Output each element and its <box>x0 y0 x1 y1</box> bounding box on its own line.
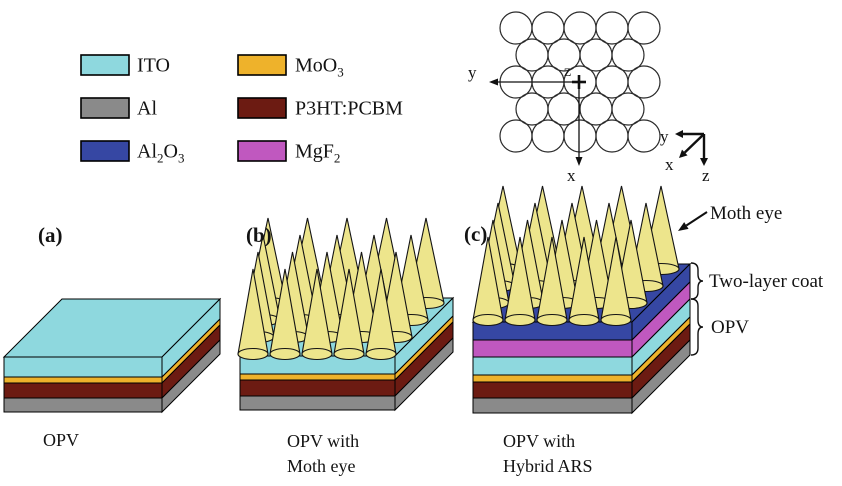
brace-opv <box>690 298 704 356</box>
legend-swatch-mgf2 <box>237 140 287 162</box>
legend-label-al: Al <box>137 98 157 120</box>
legend-label-moo3: MoO3 <box>295 55 344 80</box>
annotation-two-layer-coat-label: Two-layer coat <box>709 271 824 292</box>
brace-two-layer-coat <box>690 262 704 300</box>
slab-front-layer-moo3 <box>239 373 396 381</box>
legend-swatch-al2o3 <box>80 140 130 162</box>
moth-eye-cone <box>600 236 632 327</box>
plan-axis-label-z: z <box>564 63 571 80</box>
plan-y-axis-arrow <box>489 78 579 86</box>
slab-front-layer-al <box>472 397 633 414</box>
nanostructure-circle <box>595 119 629 153</box>
plan-axis-label-y: y <box>468 63 477 82</box>
nanostructure-circle <box>627 65 661 99</box>
slab-front-layer-p3ht_pcbm <box>472 381 633 399</box>
nanostructure-circle <box>531 119 565 153</box>
plan-z-origin-cross <box>572 75 586 89</box>
moth-eye-cone <box>536 236 568 327</box>
triad-x-axis-arrow <box>679 133 705 158</box>
moth-eye-cone <box>365 268 397 361</box>
annotation-moth-eye-label: Moth eye <box>710 203 782 224</box>
moth-eye-cone <box>504 236 536 327</box>
legend-swatch-ito <box>80 54 130 76</box>
legend-label-mgf2: MgF2 <box>295 141 340 166</box>
moth-eye-cone-array <box>472 185 680 327</box>
slab-front-layer-p3ht_pcbm <box>3 382 163 399</box>
panel-tag-a: (a) <box>38 223 63 247</box>
slab-front-layer-ito <box>472 356 633 376</box>
nanostructure-circle <box>563 119 597 153</box>
panel-tag-b: (b) <box>246 223 272 247</box>
triad-axis-label-y: y <box>660 127 669 146</box>
triad-axis-label-x: x <box>665 155 674 174</box>
nanostructure-circle <box>499 119 533 153</box>
slab-front-layer-moo3 <box>3 376 163 384</box>
structure-caption-b-line2: Moth eye <box>287 456 355 476</box>
structure-a <box>2 297 222 414</box>
legend-label-al2o3: Al2O3 <box>137 141 184 166</box>
moth-eye-pointer-arrow <box>678 211 708 231</box>
triad-z-axis-arrow <box>700 134 708 166</box>
nanostructure-circle <box>611 38 645 72</box>
slab-front-layer-ito <box>3 356 163 378</box>
legend-label-p3ht_pcbm: P3HT:PCBM <box>295 98 403 120</box>
nanostructure-circle <box>627 119 661 153</box>
moth-eye-cone-array <box>237 217 445 361</box>
legend-label-ito: ITO <box>137 55 170 77</box>
structure-caption-c-line2: Hybrid ARS <box>503 456 593 476</box>
slab-front-layer-mgf2 <box>472 339 633 358</box>
panel-tag-c: (c) <box>464 222 487 246</box>
slab-front-layer-al <box>3 397 163 413</box>
structure-c <box>471 185 692 415</box>
moth-eye-cone <box>472 236 504 327</box>
moth-eye-cone <box>568 236 600 327</box>
triad-y-axis-arrow <box>675 130 704 138</box>
plan-axis-label-x: x <box>567 166 576 185</box>
moth-eye-cone <box>333 268 365 361</box>
triad-axis-label-z: z <box>702 166 710 185</box>
moth-eye-cone <box>269 268 301 361</box>
structure-b <box>237 217 455 412</box>
legend-swatch-al <box>80 97 130 119</box>
plan-x-axis-arrow <box>575 82 583 166</box>
legend-swatch-p3ht_pcbm <box>237 97 287 119</box>
slab-front-layer-p3ht_pcbm <box>239 379 396 397</box>
annotation-opv-label: OPV <box>711 317 749 338</box>
structure-caption-c-line1: OPV with <box>503 431 575 451</box>
structure-caption-b-line1: OPV with <box>287 431 359 451</box>
moth-eye-cone <box>301 268 333 361</box>
moth-eye-cone <box>237 268 269 361</box>
slab-front-layer-moo3 <box>472 374 633 383</box>
legend-swatch-moo3 <box>237 54 287 76</box>
structure-caption-a-line1: OPV <box>43 430 79 450</box>
nanostructure-circle <box>627 11 661 45</box>
slab-front-layer-al <box>239 395 396 411</box>
nanostructure-circle <box>611 92 645 126</box>
